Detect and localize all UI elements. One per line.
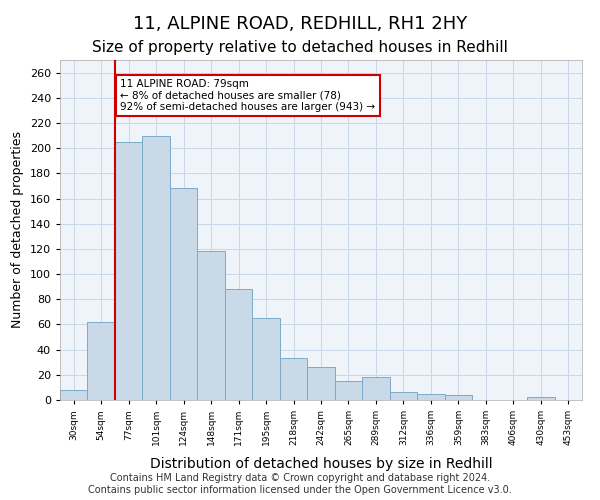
Bar [253,318,280,400]
Bar [362,378,389,400]
Text: 11, ALPINE ROAD, REDHILL, RH1 2HY: 11, ALPINE ROAD, REDHILL, RH1 2HY [133,15,467,33]
Bar [389,392,417,400]
Bar [170,188,197,400]
Bar [417,394,445,400]
Bar [197,252,225,400]
Bar [527,398,554,400]
Bar [335,381,362,400]
Y-axis label: Number of detached properties: Number of detached properties [11,132,24,328]
Bar [88,322,115,400]
Bar [60,390,88,400]
Bar [142,136,170,400]
Bar [280,358,307,400]
Text: Size of property relative to detached houses in Redhill: Size of property relative to detached ho… [92,40,508,55]
Text: 11 ALPINE ROAD: 79sqm
← 8% of detached houses are smaller (78)
92% of semi-detac: 11 ALPINE ROAD: 79sqm ← 8% of detached h… [121,79,376,112]
Bar [115,142,142,400]
Bar [225,289,253,400]
Bar [445,395,472,400]
X-axis label: Distribution of detached houses by size in Redhill: Distribution of detached houses by size … [149,456,493,470]
Text: Contains HM Land Registry data © Crown copyright and database right 2024.
Contai: Contains HM Land Registry data © Crown c… [88,474,512,495]
Bar [307,368,335,400]
